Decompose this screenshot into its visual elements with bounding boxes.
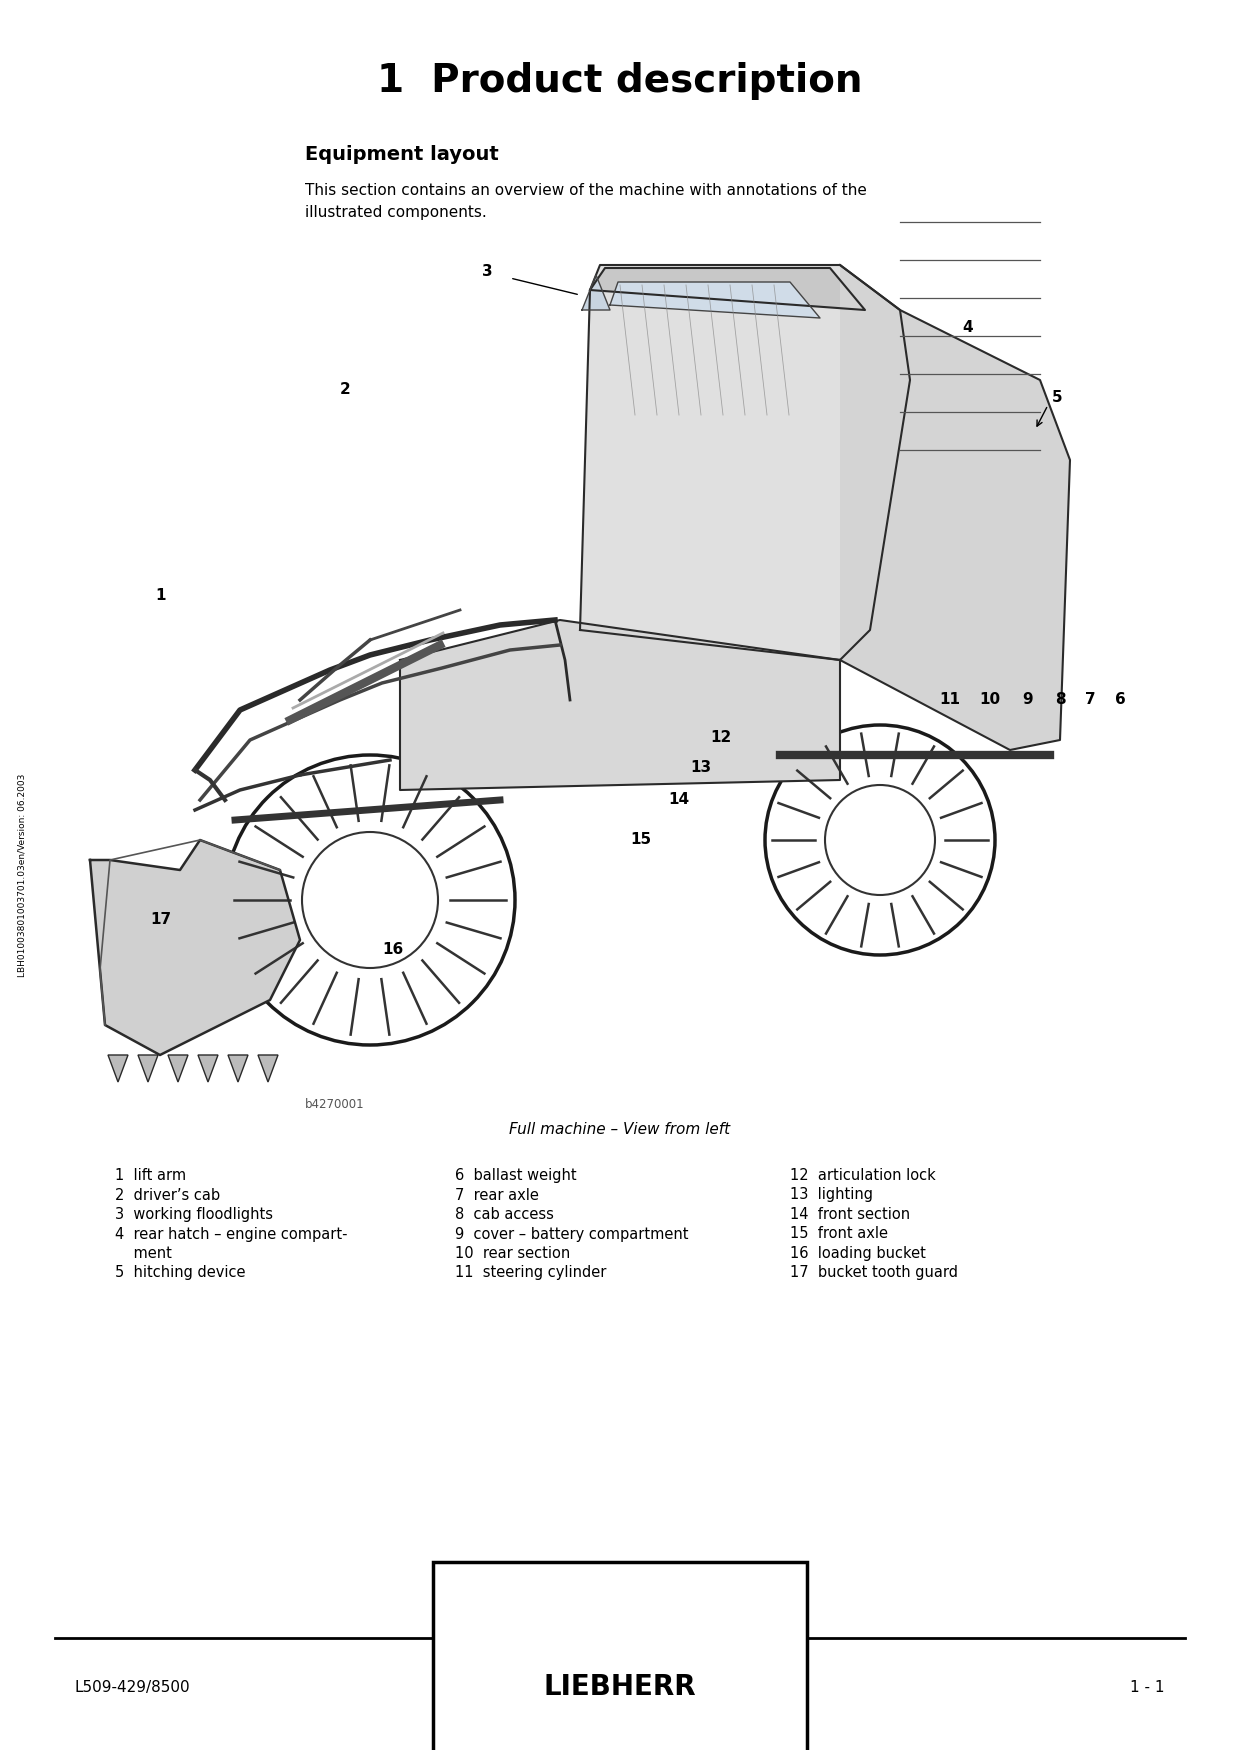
Text: 3  working floodlights: 3 working floodlights [115,1208,273,1222]
Polygon shape [167,1055,188,1082]
Text: 4: 4 [962,320,972,336]
Text: 1  lift arm: 1 lift arm [115,1167,186,1183]
Text: 1: 1 [155,588,165,602]
Text: 17: 17 [150,912,171,928]
Text: 15: 15 [630,833,651,847]
Text: 10: 10 [980,693,1001,707]
Text: 11  steering cylinder: 11 steering cylinder [455,1265,606,1281]
Text: Equipment layout: Equipment layout [305,145,498,164]
Polygon shape [108,1055,128,1082]
Text: This section contains an overview of the machine with annotations of the
illustr: This section contains an overview of the… [305,184,867,220]
Text: 14: 14 [668,793,689,807]
Text: 12: 12 [711,730,732,746]
Text: 11: 11 [940,693,961,707]
Text: LBH01003801003701.03en/Version: 06.2003: LBH01003801003701.03en/Version: 06.2003 [17,774,26,977]
Text: 4  rear hatch – engine compart-: 4 rear hatch – engine compart- [115,1227,347,1241]
Text: 5: 5 [1052,390,1063,406]
Text: 1  Product description: 1 Product description [377,61,863,100]
Polygon shape [198,1055,218,1082]
Text: b4270001: b4270001 [305,1097,365,1111]
Text: 14  front section: 14 front section [790,1208,910,1222]
Text: 16  loading bucket: 16 loading bucket [790,1246,926,1262]
Polygon shape [582,275,610,310]
Text: 16: 16 [382,943,403,957]
Text: L509-429/8500: L509-429/8500 [74,1680,191,1696]
Text: 2  driver’s cab: 2 driver’s cab [115,1188,221,1202]
Text: 13: 13 [689,761,711,775]
Polygon shape [610,282,820,318]
Text: 15  front axle: 15 front axle [790,1227,888,1241]
Text: 9: 9 [1023,693,1033,707]
Text: 3: 3 [481,264,492,280]
Polygon shape [839,264,1070,751]
Text: 2: 2 [340,383,351,397]
Text: LIEBHERR: LIEBHERR [543,1673,697,1701]
Polygon shape [258,1055,278,1082]
Text: 8: 8 [1055,693,1065,707]
Text: 1 - 1: 1 - 1 [1131,1680,1166,1696]
Text: 9  cover – battery compartment: 9 cover – battery compartment [455,1227,688,1241]
Text: 7  rear axle: 7 rear axle [455,1188,539,1202]
Text: Full machine – View from left: Full machine – View from left [510,1122,730,1138]
Text: 5  hitching device: 5 hitching device [115,1265,246,1281]
Text: ment: ment [115,1246,172,1262]
Text: 12  articulation lock: 12 articulation lock [790,1167,936,1183]
Text: 13  lighting: 13 lighting [790,1188,873,1202]
Text: 8  cab access: 8 cab access [455,1208,554,1222]
Polygon shape [91,840,300,1055]
Polygon shape [228,1055,248,1082]
Text: 10  rear section: 10 rear section [455,1246,570,1262]
Text: 6  ballast weight: 6 ballast weight [455,1167,577,1183]
Polygon shape [138,1055,157,1082]
Polygon shape [590,268,866,310]
Text: 7: 7 [1085,693,1095,707]
Polygon shape [401,620,839,789]
Polygon shape [580,264,910,660]
Text: 17  bucket tooth guard: 17 bucket tooth guard [790,1265,959,1281]
Text: 6: 6 [1115,693,1126,707]
